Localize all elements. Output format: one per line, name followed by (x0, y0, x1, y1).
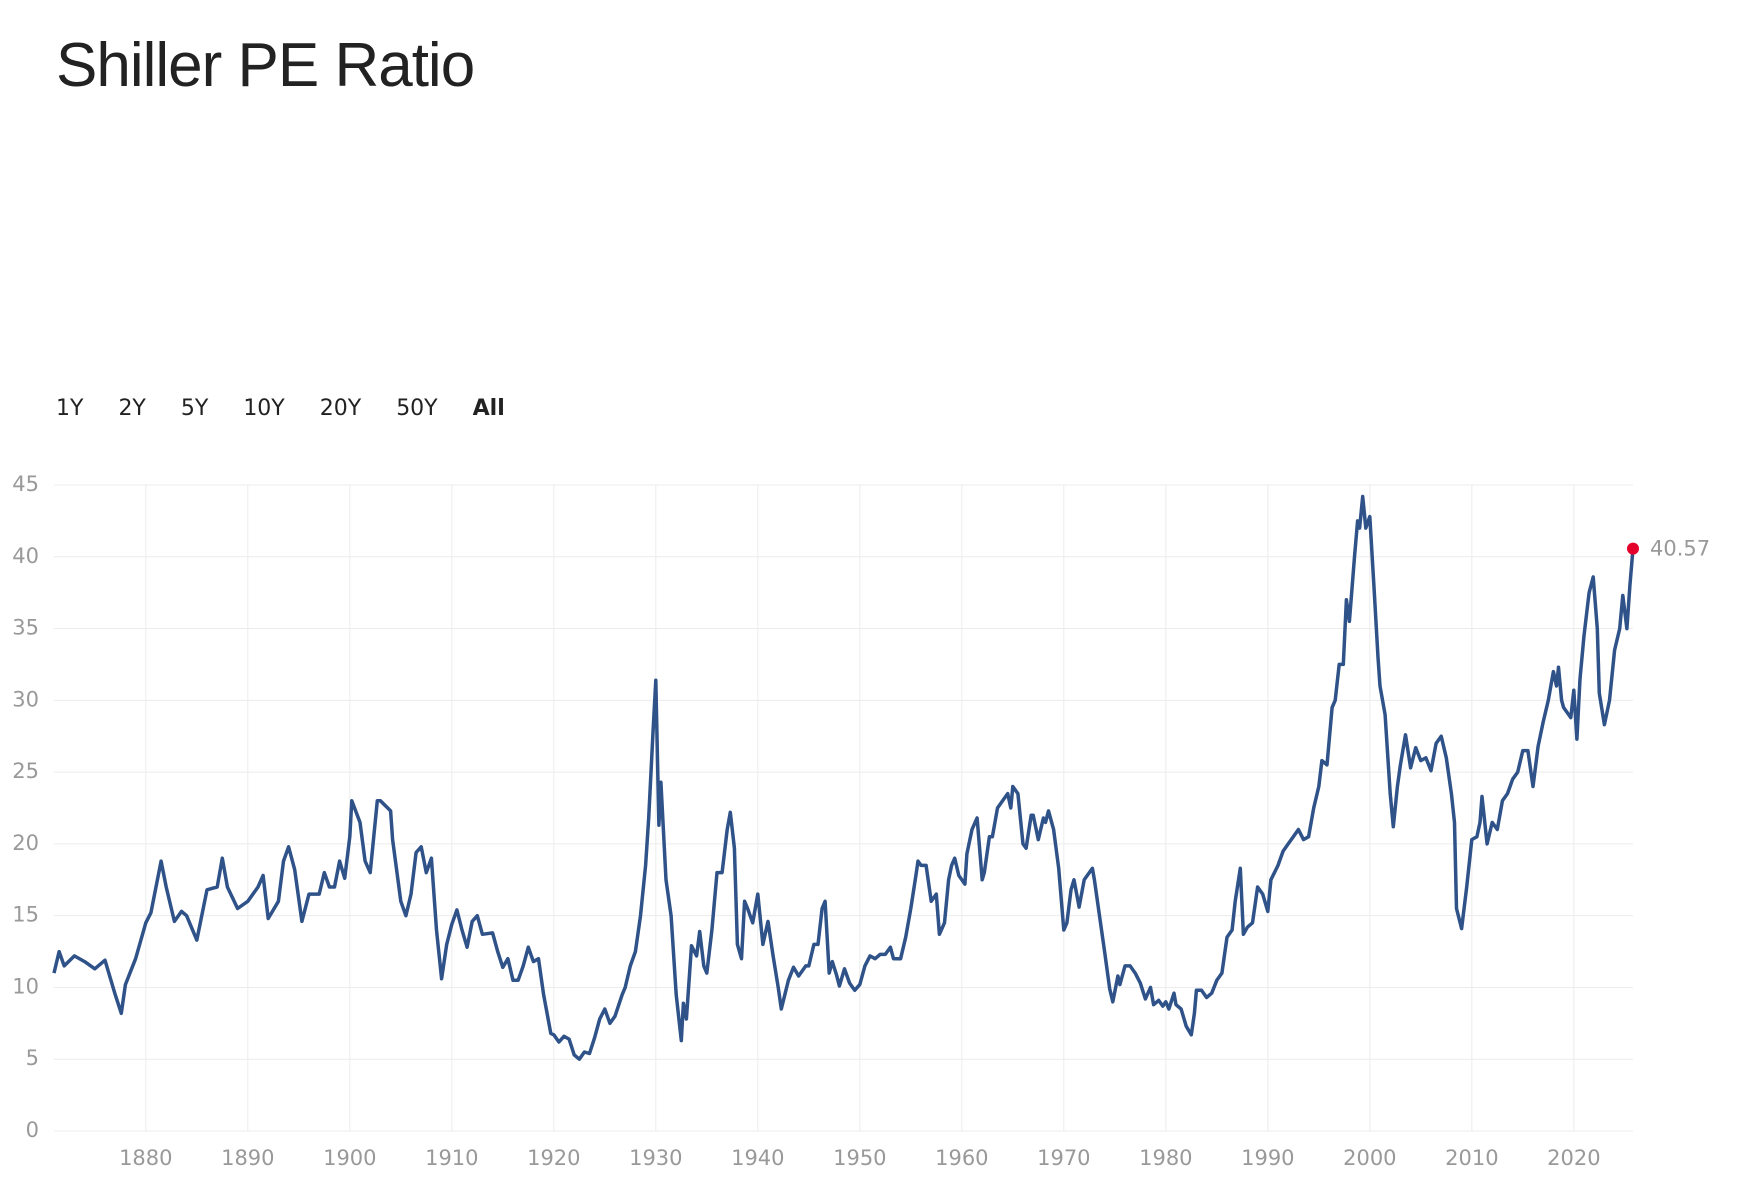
chart-title: Shiller PE Ratio (56, 31, 475, 100)
x-tick-label: 2010 (1445, 1146, 1498, 1170)
y-tick-label: 40 (12, 544, 39, 568)
last-point (1627, 542, 1639, 555)
x-tick-label: 2020 (1547, 1146, 1600, 1170)
range-button[interactable]: 10Y (243, 396, 285, 421)
x-tick-label: 1880 (119, 1146, 172, 1170)
y-tick-label: 0 (26, 1118, 39, 1142)
range-button[interactable]: All (472, 396, 505, 421)
x-tick-label: 1930 (629, 1146, 682, 1170)
range-selector: 1Y 2Y 5Y 10Y 20Y 50Y All (56, 396, 540, 421)
range-button[interactable]: 5Y (180, 396, 209, 421)
y-tick-label: 10 (12, 974, 39, 998)
x-tick-label: 1890 (221, 1146, 274, 1170)
x-tick-label: 1910 (425, 1146, 478, 1170)
y-tick-label: 5 (26, 1046, 39, 1070)
y-tick-label: 45 (12, 472, 39, 496)
range-button[interactable]: 2Y (118, 396, 146, 421)
last-value-label: 40.57 (1650, 537, 1710, 561)
x-tick-label: 1900 (323, 1146, 376, 1170)
x-tick-label: 1920 (527, 1146, 580, 1170)
x-tick-label: 1950 (833, 1146, 886, 1170)
x-tick-label: 1970 (1037, 1146, 1090, 1170)
range-button[interactable]: 20Y (319, 396, 362, 421)
range-button[interactable]: 1Y (56, 396, 84, 421)
y-tick-label: 35 (12, 616, 39, 640)
range-button[interactable]: 50Y (396, 396, 438, 421)
y-tick-label: 15 (12, 903, 39, 927)
y-tick-label: 30 (12, 687, 39, 711)
x-tick-label: 1980 (1139, 1146, 1192, 1170)
x-tick-label: 1960 (935, 1146, 988, 1170)
line (52, 494, 1635, 1061)
x-tick-label: 2000 (1343, 1146, 1396, 1170)
y-tick-label: 20 (12, 831, 39, 855)
x-tick-label: 1940 (731, 1146, 784, 1170)
x-tick-label: 1990 (1241, 1146, 1294, 1170)
y-tick-label: 25 (12, 759, 39, 783)
